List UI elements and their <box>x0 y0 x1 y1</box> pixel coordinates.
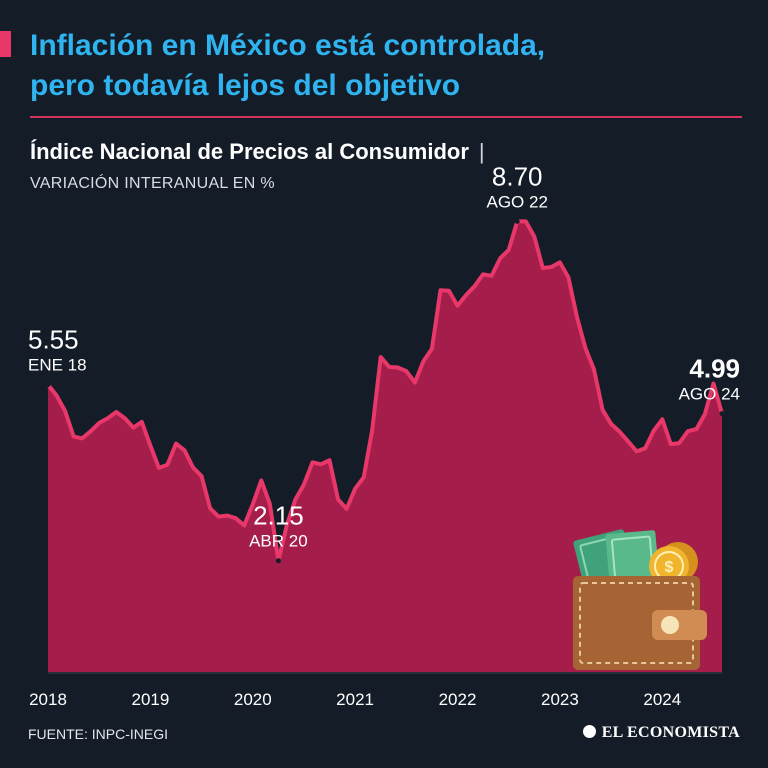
title-divider <box>30 116 742 118</box>
x-tick-label: 2024 <box>643 690 681 709</box>
inflation-line <box>46 219 724 563</box>
x-tick-label: 2022 <box>439 690 477 709</box>
annotation-value: 8.70 <box>492 161 543 191</box>
page-title: Inflación en México está controlada, per… <box>30 26 750 106</box>
chart-subtitle-text: Índice Nacional de Precios al Consumidor <box>30 139 469 164</box>
chart-unit-label: VARIACIÓN INTERANUAL EN % <box>30 175 275 192</box>
annotation-label: AGO 24 <box>679 385 740 404</box>
source-note: FUENTE: INPC-INEGI <box>28 726 169 742</box>
subtitle-separator: | <box>478 139 485 164</box>
annotation-label: AGO 22 <box>486 192 547 211</box>
annotation-marker <box>514 218 520 224</box>
annotation-label: ENE 18 <box>28 356 87 375</box>
annotation-label: ABR 20 <box>249 532 308 551</box>
brand-logo[interactable]: EL ECONOMISTA <box>582 724 740 742</box>
x-tick-label: 2021 <box>336 690 374 709</box>
brand-name: EL ECONOMISTA <box>601 724 740 741</box>
title-accent-bar <box>0 31 11 57</box>
wallet-with-money-icon: $ <box>573 529 707 670</box>
x-tick-label: 2023 <box>541 690 579 709</box>
inflation-area <box>48 221 722 672</box>
annotation-marker <box>275 558 281 564</box>
title-line-1: Inflación en México está controlada, <box>30 29 546 62</box>
annotation-marker <box>45 382 51 388</box>
plot-layer <box>46 219 724 674</box>
title-line-2: pero todavía lejos del objetivo <box>30 69 461 102</box>
x-tick-label: 2018 <box>29 690 67 709</box>
x-tick-label: 2020 <box>234 690 272 709</box>
x-axis: 2018 2019 2020 2021 2022 2023 2024 <box>29 690 681 709</box>
x-tick-label: 2019 <box>131 690 169 709</box>
annotation-value: 4.99 <box>689 354 740 384</box>
annotation-marker <box>719 411 725 417</box>
chart-subtitle: Índice Nacional de Precios al Consumidor… <box>30 138 485 166</box>
svg-text:$: $ <box>665 559 674 576</box>
annotation-value: 5.55 <box>28 325 79 355</box>
globe-icon <box>582 725 596 738</box>
annotation-value: 2.15 <box>253 501 304 531</box>
